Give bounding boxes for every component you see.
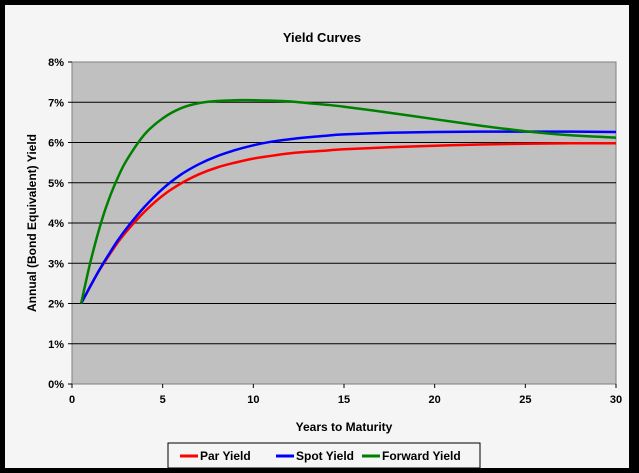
y-axis-label: Annual (Bond Equivalent) Yield [25, 134, 39, 312]
x-tick-label: 30 [610, 394, 622, 406]
x-tick-label: 5 [160, 394, 166, 406]
x-axis-ticks: 0 5 10 15 20 25 30 [69, 384, 622, 406]
y-tick-label: 2% [48, 299, 64, 311]
x-tick-label: 20 [429, 394, 441, 406]
forward-yield-line [79, 98, 617, 304]
legend-box [167, 442, 481, 469]
y-tick-label: 0% [48, 379, 64, 391]
x-tick-label: 15 [338, 394, 350, 406]
x-axis-label: Years to Maturity [296, 420, 393, 434]
legend: Par Yield Spot Yield Forward Yield [167, 442, 481, 469]
chart-title: Yield Curves [283, 30, 361, 45]
x-tick-label: 0 [69, 394, 75, 406]
y-tick-label: 4% [48, 218, 64, 230]
par-yield-legend-label: Par Yield [200, 449, 251, 463]
x-tick-label: 25 [519, 394, 531, 406]
forward-yield-legend-label: Forward Yield [382, 449, 461, 463]
y-tick-label: 8% [48, 57, 64, 69]
y-tick-label: 3% [48, 258, 64, 270]
y-tick-label: 5% [48, 178, 64, 190]
x-tick-label: 10 [247, 394, 259, 406]
series-lines [79, 98, 617, 305]
y-tick-label: 6% [48, 138, 64, 150]
spot-yield-legend-label: Spot Yield [296, 449, 354, 463]
spot-yield-line [79, 130, 617, 305]
y-tick-label: 7% [48, 97, 64, 109]
y-tick-label: 1% [48, 339, 64, 351]
y-axis-ticks: 0% 1% 2% 3% 4% 5% 6% 7% 8% [48, 57, 72, 391]
